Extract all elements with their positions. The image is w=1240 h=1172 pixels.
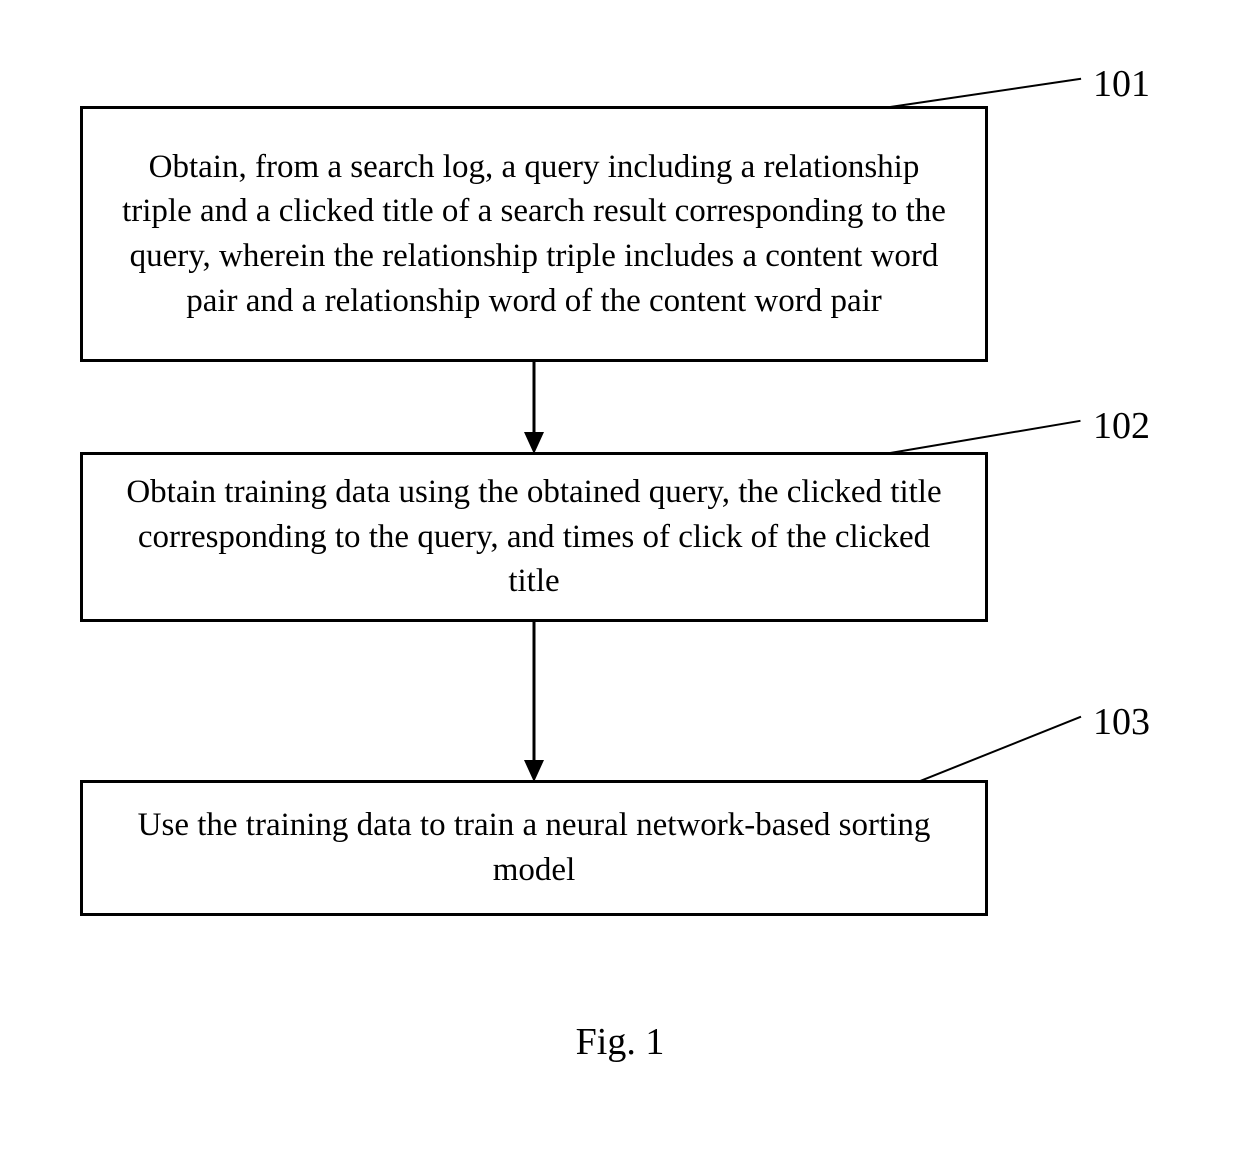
- leader-line-101: [890, 78, 1081, 108]
- leader-line-103: [920, 716, 1081, 782]
- flowchart-step-102: Obtain training data using the obtained …: [80, 452, 988, 622]
- ref-label-103: 103: [1093, 700, 1150, 744]
- flowchart-step-101: Obtain, from a search log, a query inclu…: [80, 106, 988, 362]
- ref-label-101: 101: [1093, 62, 1150, 106]
- leader-line-102: [890, 420, 1081, 454]
- ref-label-102: 102: [1093, 404, 1150, 448]
- flowchart-canvas: { "flowchart": { "type": "flowchart", "b…: [0, 0, 1240, 1172]
- step-101-text: Obtain, from a search log, a query inclu…: [111, 145, 957, 323]
- flowchart-step-103: Use the training data to train a neural …: [80, 780, 988, 916]
- arrow-102-to-103: [520, 622, 548, 782]
- step-102-text: Obtain training data using the obtained …: [111, 470, 957, 604]
- figure-caption: Fig. 1: [520, 1020, 720, 1064]
- arrow-101-to-102: [520, 362, 548, 454]
- step-103-text: Use the training data to train a neural …: [111, 803, 957, 892]
